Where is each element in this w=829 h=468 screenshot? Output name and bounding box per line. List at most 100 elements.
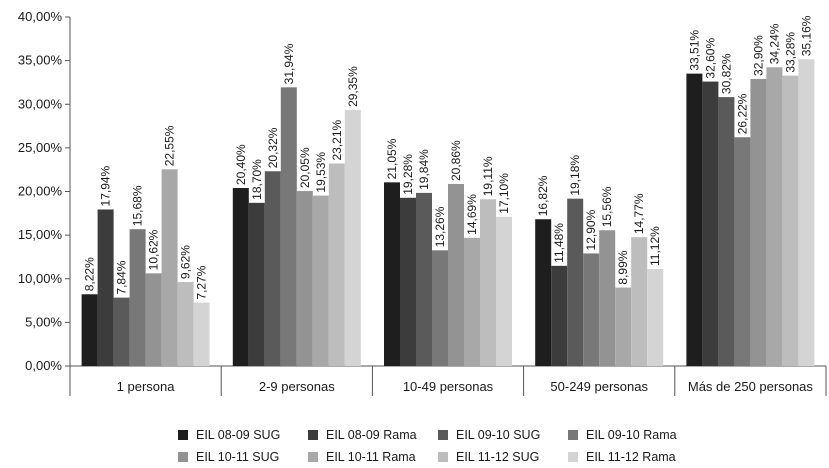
data-label: 22,55% (163, 125, 177, 166)
bar (232, 188, 249, 366)
bar (129, 229, 146, 366)
data-label: 20,05% (298, 147, 312, 188)
legend-row: EIL 08-09 SUG EIL 08-09 Rama EIL 09-10 SUG… (178, 424, 829, 446)
data-label: 26,22% (735, 93, 749, 134)
data-label: 12,90% (584, 209, 598, 250)
x-tick-label: 10-49 personas (403, 379, 494, 394)
data-label: 9,62% (179, 245, 193, 279)
legend: EIL 08-09 SUG EIL 08-09 Rama EIL 09-10 SUG… (0, 424, 829, 468)
legend-label: EIL 09-10 Rama (586, 428, 677, 442)
bar (280, 87, 297, 367)
bar (464, 237, 480, 366)
y-tick-label: 15,00% (18, 227, 63, 242)
x-tick-label: 2-9 personas (259, 379, 335, 394)
bar (400, 197, 416, 366)
bar (113, 297, 130, 366)
bar (81, 294, 98, 366)
legend-item: EIL 10-11 SUG (178, 450, 308, 464)
legend-label: EIL 08-09 SUG (196, 428, 281, 442)
data-label: 18,70% (250, 159, 264, 200)
data-label: 20,86% (449, 140, 463, 181)
y-tick-label: 10,00% (18, 271, 63, 286)
bar (615, 287, 632, 366)
legend-swatch (178, 430, 188, 440)
legend-item: EIL 09-10 Rama (568, 428, 698, 442)
data-label: 10,62% (147, 229, 161, 270)
data-label: 31,94% (282, 43, 296, 84)
y-tick-label: 40,00% (18, 9, 63, 24)
bar (583, 253, 600, 366)
bar (384, 182, 400, 366)
bar (599, 230, 616, 366)
x-tick-label: Más de 250 personas (688, 379, 814, 394)
data-label: 8,99% (616, 250, 630, 284)
bar (631, 237, 648, 366)
data-label: 14,69% (465, 194, 479, 235)
bar-chart: 0,00% 5,00% 10,00% 15,00% 20,00% 25,00% 30,00%… (18, 9, 827, 396)
data-label: 11,12% (648, 226, 662, 266)
legend-label: EIL 10-11 Rama (326, 450, 416, 464)
legend-label: EIL 08-09 Rama (326, 428, 417, 442)
bar (248, 202, 265, 366)
data-label: 29,35% (346, 66, 360, 107)
data-label: 20,40% (234, 144, 248, 185)
data-label: 13,26% (433, 206, 447, 247)
data-label: 14,77% (632, 193, 646, 234)
data-label: 19,18% (568, 155, 582, 196)
bar (567, 198, 584, 366)
legend-swatch (568, 452, 578, 462)
data-label: 16,82% (536, 175, 550, 216)
bar (647, 268, 664, 366)
data-label: 19,53% (314, 152, 328, 193)
bar (686, 73, 703, 367)
y-tick-label: 20,00% (18, 184, 63, 199)
bar (97, 209, 114, 366)
bar (161, 169, 178, 366)
data-label: 11,48% (552, 223, 566, 263)
bar (734, 137, 751, 366)
data-label: 33,51% (687, 30, 701, 71)
data-label: 32,90% (751, 35, 765, 76)
data-label: 20,32% (266, 127, 280, 168)
bar (496, 216, 512, 366)
legend-swatch (308, 430, 318, 440)
legend-item: EIL 08-09 SUG (178, 428, 308, 442)
bar (480, 199, 496, 366)
legend-swatch (438, 452, 448, 462)
y-tick-label: 0,00% (25, 358, 62, 373)
legend-label: EIL 10-11 SUG (196, 450, 280, 464)
bar (312, 195, 329, 366)
data-label: 8,22% (83, 257, 97, 291)
bar (448, 183, 464, 366)
data-label: 35,16% (799, 15, 813, 56)
legend-label: EIL 11-12 SUG (456, 450, 540, 464)
data-label: 32,60% (703, 38, 717, 79)
bar (750, 78, 767, 366)
bar (535, 219, 552, 366)
legend-item: EIL 08-09 Rama (308, 428, 438, 442)
bar (702, 81, 719, 366)
bar (551, 265, 568, 366)
legend-swatch (438, 430, 448, 440)
legend-swatch (178, 452, 188, 462)
bar (193, 302, 210, 366)
bar (264, 171, 281, 366)
y-tick-label: 30,00% (18, 96, 63, 111)
bar (177, 282, 194, 366)
data-label: 19,28% (401, 154, 415, 195)
bar (344, 109, 361, 366)
legend-swatch (308, 452, 318, 462)
data-label: 15,56% (600, 186, 614, 227)
bar (782, 75, 799, 367)
data-label: 19,11% (481, 156, 495, 196)
legend-item: EIL 11-12 Rama (568, 450, 698, 464)
data-label: 7,27% (195, 265, 209, 299)
y-tick-label: 35,00% (18, 53, 63, 68)
data-label: 33,28% (783, 32, 797, 73)
bar (718, 97, 735, 367)
x-tick-label: 50-249 personas (550, 379, 648, 394)
data-label: 17,94% (99, 165, 113, 206)
data-label: 19,84% (417, 149, 431, 190)
x-tick-label: 1 persona (117, 379, 176, 394)
